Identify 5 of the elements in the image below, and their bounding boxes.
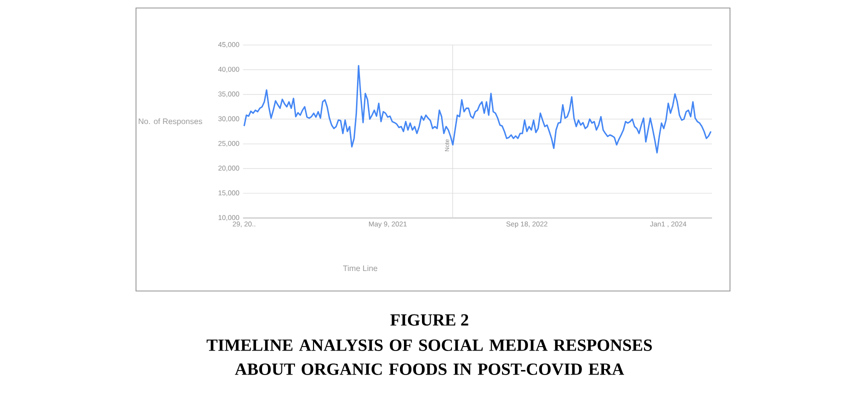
text: TIMELINE ANALYSIS OF SOCIAL MEDIA RESPONSES ABOUT ORGANIC FOODS IN POST-COVID ERA	[206, 340, 652, 376]
text: FIGURE 2	[390, 314, 468, 326]
line-series	[243, 65, 712, 154]
y-axis-title: No. of Responses	[138, 118, 202, 126]
x-axis-title: Time Line	[343, 265, 378, 272]
